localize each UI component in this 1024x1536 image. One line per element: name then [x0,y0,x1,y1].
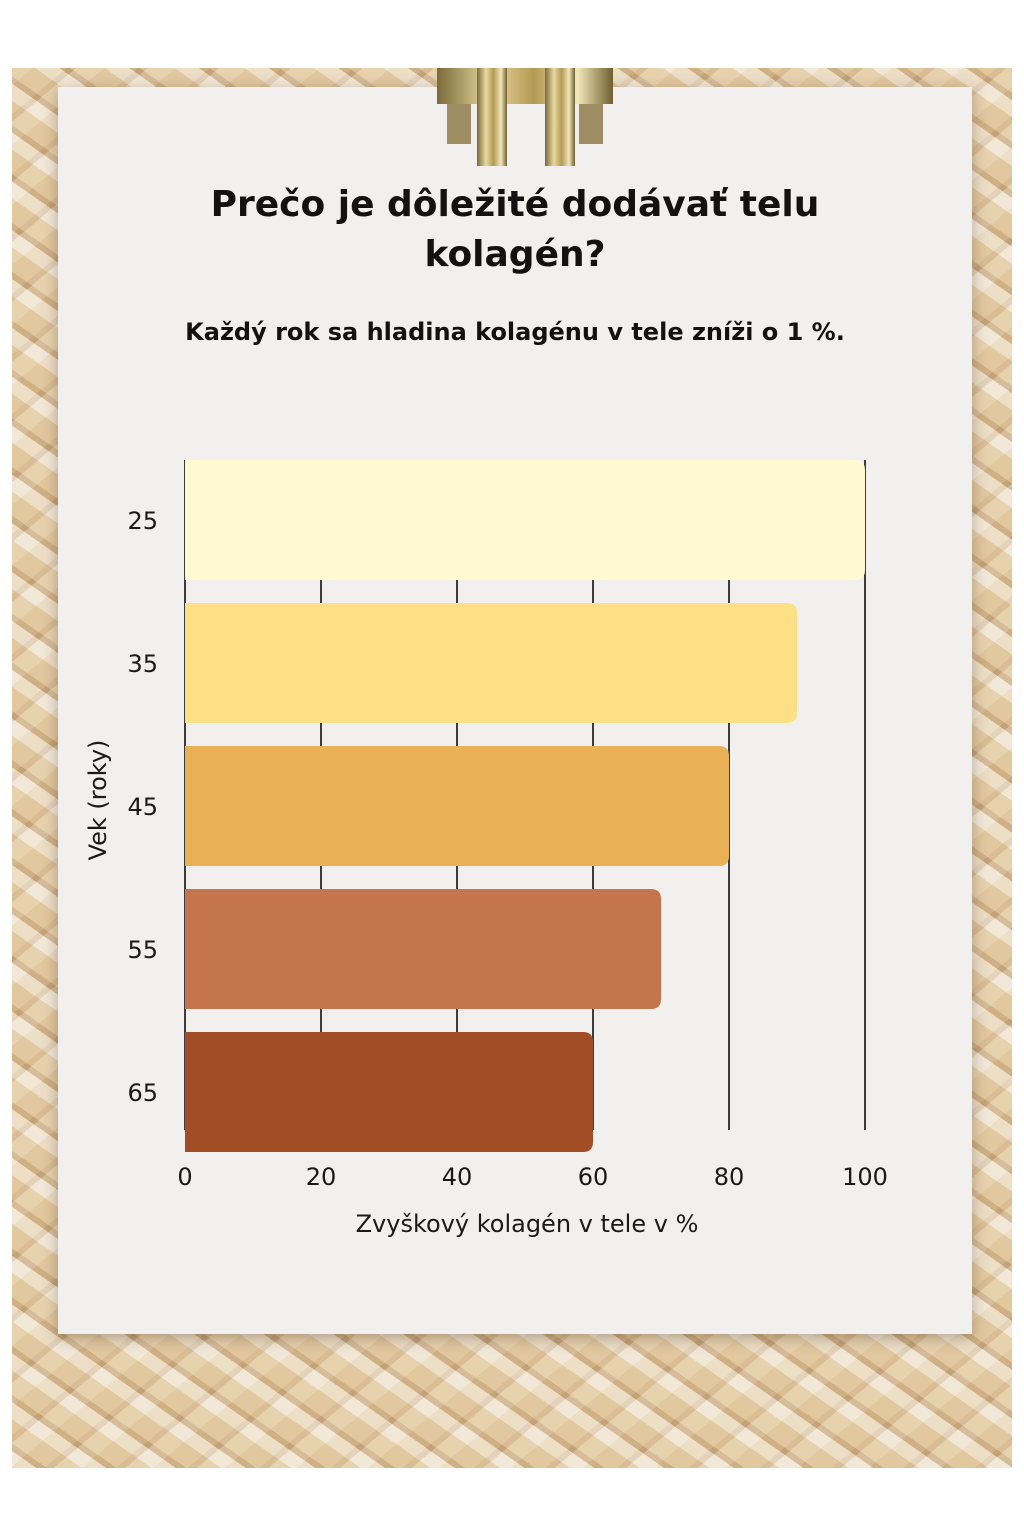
bar-65 [185,1032,593,1152]
y-tick-label-35: 35 [127,650,158,678]
bar-45 [185,746,729,866]
binder-clip-icon [437,68,613,166]
bar-35 [185,603,797,723]
x-tick-label-80: 80 [714,1163,745,1191]
x-tick-label-20: 20 [306,1163,337,1191]
chart-title-line1: Prečo je dôležité dodávať telu [210,184,820,225]
x-tick-label-60: 60 [578,1163,609,1191]
y-axis-label: Vek (roky) [84,740,112,861]
x-tick-label-100: 100 [842,1163,888,1191]
y-tick-label-65: 65 [127,1079,158,1107]
x-tick-label-40: 40 [442,1163,473,1191]
x-tick-label-0: 0 [177,1163,192,1191]
chart-title-line2: kolagén? [424,234,606,275]
bar-25 [185,460,865,580]
y-tick-label-45: 45 [127,793,158,821]
chart-title: Prečo je dôležité dodávať telu kolagén? [58,180,972,280]
x-axis-label: Zvyškový kolagén v tele v % [356,1210,699,1238]
y-tick-label-25: 25 [127,507,158,535]
chart-subtitle: Každý rok sa hladina kolagénu v tele zní… [185,318,845,346]
bar-55 [185,889,661,1009]
y-tick-label-55: 55 [127,936,158,964]
